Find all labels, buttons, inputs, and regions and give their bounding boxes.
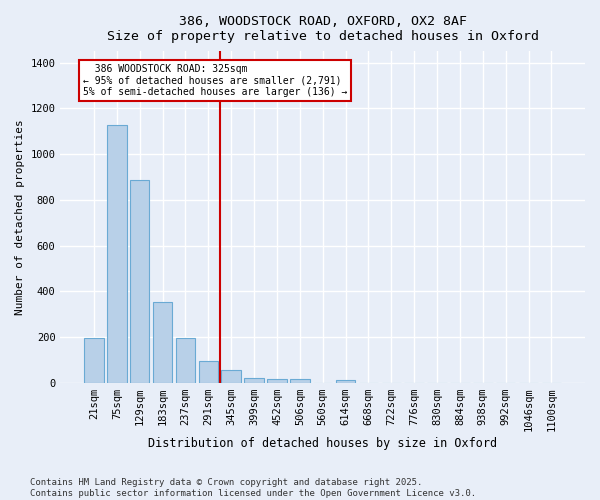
Bar [244, 378, 264, 383]
Bar [336, 380, 355, 383]
Bar [153, 302, 172, 383]
Title: 386, WOODSTOCK ROAD, OXFORD, OX2 8AF
Size of property relative to detached house: 386, WOODSTOCK ROAD, OXFORD, OX2 8AF Siz… [107, 15, 539, 43]
Bar [199, 361, 218, 383]
Bar [221, 370, 241, 383]
Bar [107, 126, 127, 383]
Bar [290, 380, 310, 383]
Bar [176, 338, 195, 383]
Bar [267, 378, 287, 383]
Bar [130, 180, 149, 383]
Bar [84, 338, 104, 383]
Text: 386 WOODSTOCK ROAD: 325sqm  
← 95% of detached houses are smaller (2,791)
5% of : 386 WOODSTOCK ROAD: 325sqm ← 95% of deta… [83, 64, 347, 97]
Text: Contains HM Land Registry data © Crown copyright and database right 2025.
Contai: Contains HM Land Registry data © Crown c… [30, 478, 476, 498]
X-axis label: Distribution of detached houses by size in Oxford: Distribution of detached houses by size … [148, 437, 497, 450]
Y-axis label: Number of detached properties: Number of detached properties [15, 119, 25, 315]
